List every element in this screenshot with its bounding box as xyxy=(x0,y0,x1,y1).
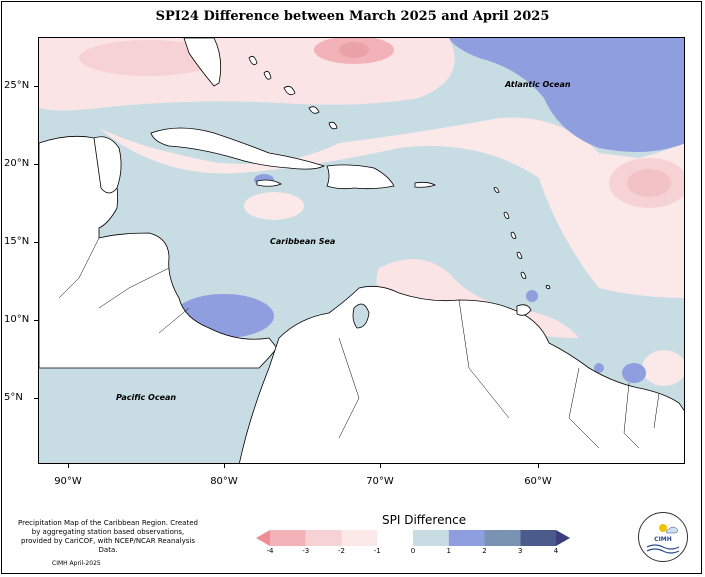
legend-tick-label: 3 xyxy=(518,547,523,555)
lat-tick-10: 10°N xyxy=(4,314,30,325)
lat-tickmark xyxy=(34,320,38,321)
lat-tickmark xyxy=(34,398,38,399)
legend-tick-label: 4 xyxy=(553,547,559,555)
spi-negative-zone xyxy=(627,169,671,197)
spi-negative-zone xyxy=(244,192,304,220)
cloud-icon xyxy=(666,526,678,534)
land-lesser-antilles xyxy=(493,187,500,193)
border-line xyxy=(653,392,660,429)
border-line xyxy=(458,299,510,419)
lat-tick-15: 15°N xyxy=(4,236,30,247)
legend-colorbar xyxy=(256,530,570,546)
legend-tick-label: -1 xyxy=(373,547,381,555)
legend-title: SPI Difference xyxy=(382,513,467,527)
lat-tick-5: 5°N xyxy=(4,392,23,403)
lon-tick-70: 70°W xyxy=(366,476,394,487)
legend-swatch xyxy=(270,530,306,546)
legend-tick-label: 0 xyxy=(410,547,416,555)
legend-tick-label: 2 xyxy=(482,547,487,555)
legend-tick-label: -4 xyxy=(266,547,274,555)
lat-tick-25: 25°N xyxy=(4,80,30,91)
label-caribbean-sea: Caribbean Sea xyxy=(270,237,336,246)
land-hispaniola xyxy=(326,164,395,190)
land-bahamas xyxy=(328,121,338,130)
legend-tick-label: 1 xyxy=(446,547,451,555)
lon-tick-60: 60°W xyxy=(524,476,552,487)
lon-tickmark xyxy=(68,464,69,468)
lon-tick-90: 90°W xyxy=(54,476,82,487)
land-bahamas xyxy=(263,70,272,80)
border-line xyxy=(158,307,190,334)
wave-icon xyxy=(646,544,680,550)
spi-positive-zone xyxy=(594,363,604,373)
land-lesser-antilles xyxy=(510,231,517,239)
land-puerto-rico xyxy=(414,181,437,188)
spi-positive-zone xyxy=(526,290,538,302)
legend-swatch xyxy=(448,530,485,546)
lat-tickmark xyxy=(34,164,38,165)
border-line xyxy=(623,382,640,449)
land-barbados xyxy=(545,284,551,290)
land-bahamas xyxy=(248,55,258,66)
legend-swatch xyxy=(341,530,378,546)
legend-swatch xyxy=(484,530,521,546)
lon-tickmark xyxy=(380,464,381,468)
legend-swatch xyxy=(520,530,556,546)
label-atlantic-ocean: Atlantic Ocean xyxy=(505,80,571,89)
footer-credit: CIMH April-2025 xyxy=(52,560,101,567)
land-masses xyxy=(39,38,684,463)
spi-positive-zone xyxy=(622,363,646,383)
border-line xyxy=(58,237,100,299)
land-cuba xyxy=(150,127,326,170)
land-bahamas xyxy=(308,106,320,114)
sun-icon xyxy=(659,524,667,532)
land-florida xyxy=(183,38,222,87)
border-line xyxy=(568,367,600,449)
lon-tick-80: 80°W xyxy=(210,476,238,487)
wave-icon xyxy=(646,548,680,554)
spi-negative-zone xyxy=(642,350,684,386)
spi-negative-zone xyxy=(79,40,219,76)
land-lesser-antilles xyxy=(520,271,527,279)
spi-positive-zone xyxy=(449,38,684,152)
legend-swatch xyxy=(305,530,342,546)
map-panel[interactable] xyxy=(38,37,685,464)
land-lesser-antilles xyxy=(516,251,523,259)
legend-swatch xyxy=(556,530,570,546)
cimh-logo: CIMH xyxy=(638,512,688,562)
land-south-america xyxy=(239,285,684,463)
land-jamaica xyxy=(256,179,282,187)
lake-maracaibo xyxy=(352,303,370,329)
border-line xyxy=(338,337,360,439)
lat-tickmark xyxy=(34,86,38,87)
logo-emblem xyxy=(646,524,680,554)
legend-swatch xyxy=(413,530,449,546)
border-line xyxy=(98,267,170,309)
label-pacific-ocean: Pacific Ocean xyxy=(116,393,177,402)
spi-negative-zone xyxy=(99,117,684,298)
lon-tickmark xyxy=(538,464,539,468)
lat-tick-20: 20°N xyxy=(4,158,30,169)
lat-tickmark xyxy=(34,242,38,243)
map-canvas xyxy=(39,38,684,463)
legend-tick-label: -2 xyxy=(338,547,345,555)
legend-swatch xyxy=(377,530,413,546)
land-lesser-antilles xyxy=(503,211,510,219)
footer-note: Precipitation Map of the Caribbean Regio… xyxy=(18,519,198,554)
logo-label: CIMH xyxy=(654,536,672,543)
land-bahamas xyxy=(283,85,296,96)
lon-tickmark xyxy=(224,464,225,468)
spi-negative-zone xyxy=(339,42,369,58)
legend-swatch xyxy=(256,530,270,546)
map-title: SPI24 Difference between March 2025 and … xyxy=(155,9,550,24)
country-borders xyxy=(58,237,660,449)
legend-tick-label: -3 xyxy=(302,547,310,555)
land-trinidad xyxy=(516,304,532,316)
land-yucatan xyxy=(93,136,122,194)
